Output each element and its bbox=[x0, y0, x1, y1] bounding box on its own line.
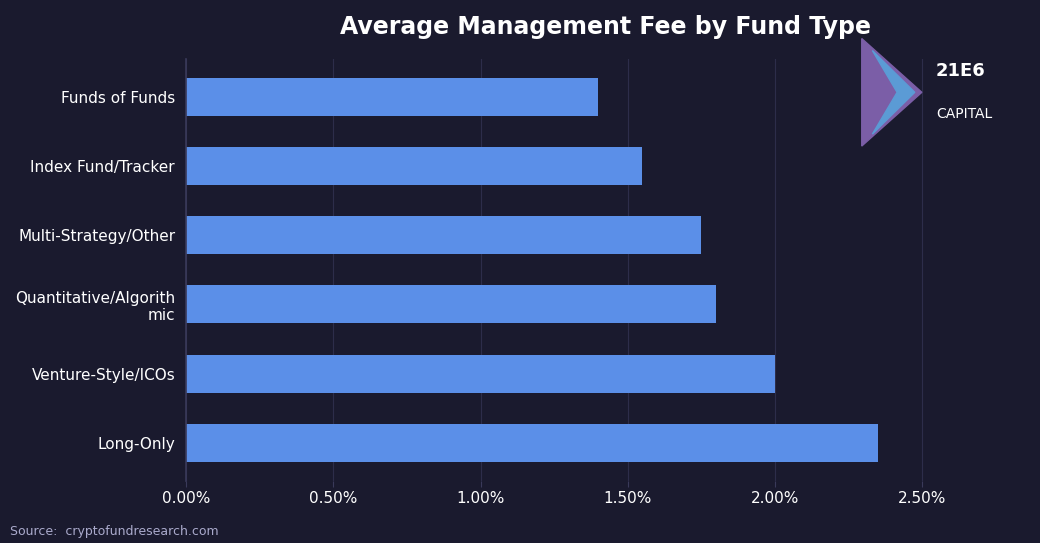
Title: Average Management Fee by Fund Type: Average Management Fee by Fund Type bbox=[340, 15, 872, 39]
Bar bbox=[186, 78, 598, 116]
Bar bbox=[186, 147, 643, 185]
Bar bbox=[186, 355, 775, 393]
Text: 21E6: 21E6 bbox=[936, 62, 986, 80]
Polygon shape bbox=[862, 39, 921, 146]
Bar bbox=[186, 216, 701, 254]
Polygon shape bbox=[873, 50, 915, 134]
Bar bbox=[186, 424, 878, 462]
Bar bbox=[186, 286, 716, 324]
Text: Source:  cryptofundresearch.com: Source: cryptofundresearch.com bbox=[10, 525, 219, 538]
Text: CAPITAL: CAPITAL bbox=[936, 107, 992, 121]
